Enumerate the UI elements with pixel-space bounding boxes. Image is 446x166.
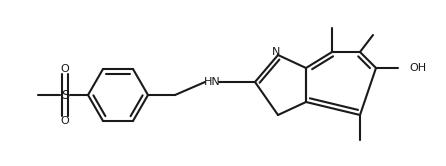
Text: O: O [61, 116, 70, 126]
Text: OH: OH [409, 63, 426, 73]
Text: O: O [61, 64, 70, 74]
Text: S: S [61, 88, 69, 101]
Text: HN: HN [204, 77, 220, 87]
Text: N: N [272, 47, 280, 57]
